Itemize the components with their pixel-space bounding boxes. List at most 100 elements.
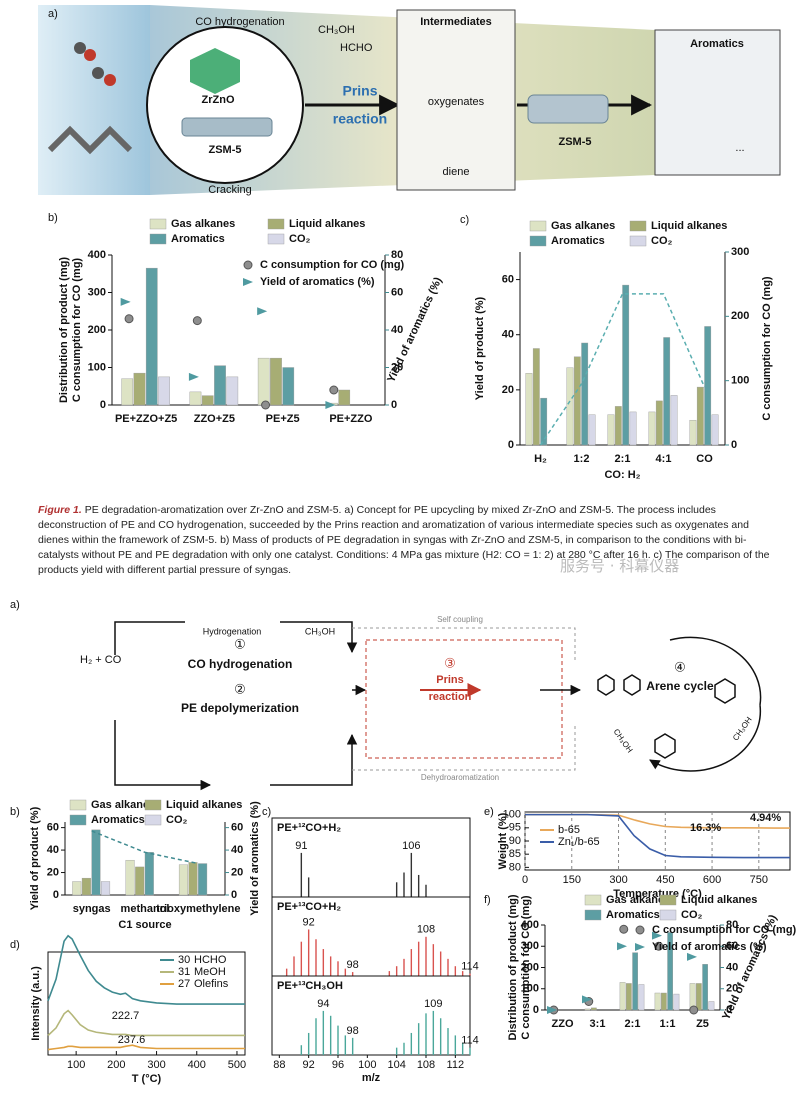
- plot-frame: [271, 975, 471, 1056]
- legend-swatch: [69, 799, 87, 811]
- bar: [654, 992, 661, 1011]
- series-line: [47, 1044, 245, 1051]
- legend-label: Liquid alkanes: [651, 220, 727, 232]
- bar: [135, 866, 145, 896]
- arrow-point: [687, 952, 697, 961]
- bar: [145, 267, 158, 406]
- legend-label: Liquid alkanes: [681, 894, 757, 906]
- point: [261, 400, 271, 410]
- y-tick-label: 200: [88, 324, 106, 336]
- scheme-text: ③: [444, 655, 456, 670]
- panel-label: b): [48, 212, 58, 224]
- caption: Figure 1. PE degradation-aromatization o…: [38, 503, 778, 578]
- x-tick-label: PE+ZZO: [329, 413, 373, 425]
- scheme-text: CH₃OH: [318, 24, 355, 36]
- zsm5-sheet: [527, 94, 609, 124]
- x-tick-label: 300: [609, 874, 627, 886]
- y2-tick-label: 20: [726, 983, 738, 995]
- x-tick-label: methanol: [121, 903, 170, 915]
- bar: [133, 372, 146, 406]
- y2-tick-label: 300: [731, 246, 749, 258]
- panel-label: f): [484, 894, 491, 906]
- bar: [632, 952, 639, 1011]
- legend-swatch: [635, 925, 645, 935]
- arrow-point: [547, 1006, 557, 1014]
- legend-label: CO₂: [651, 235, 673, 247]
- y2-axis-label: C consumption for CO (mg): [761, 276, 773, 421]
- legend-label: Aromatics: [606, 909, 660, 921]
- y2-tick-label: 80: [726, 919, 738, 931]
- bar: [91, 829, 101, 896]
- y2-tick-label: 0: [231, 889, 237, 901]
- scheme-text: CO hydrogenation: [195, 16, 284, 28]
- molecule: [84, 49, 96, 61]
- y-tick-label: 0: [508, 439, 514, 451]
- x-tick-label: H₂: [534, 453, 547, 465]
- peak-label: 106: [402, 840, 420, 852]
- bar: [198, 863, 208, 896]
- point: [124, 314, 134, 324]
- peak-label: 94: [317, 998, 329, 1010]
- y-axis-label: Weight (%): [497, 812, 509, 869]
- y-tick-label: 0: [100, 399, 106, 411]
- bar: [584, 1008, 591, 1011]
- bar: [81, 877, 91, 896]
- bar: [158, 376, 170, 406]
- peak-label: 108: [417, 924, 435, 936]
- panel-title: PE+¹³CH₃OH: [277, 980, 343, 992]
- bar: [188, 862, 198, 896]
- peak-label: 92: [303, 916, 315, 928]
- bar: [566, 367, 574, 446]
- legend-label: Liquid alkanes: [289, 218, 365, 230]
- scheme-text: Cracking: [208, 184, 251, 196]
- arrow-point: [325, 401, 336, 409]
- x-tick-label: 0: [522, 874, 528, 886]
- benzene: [623, 674, 641, 696]
- bar: [270, 357, 282, 406]
- peak-label: 98: [347, 959, 359, 971]
- bar: [125, 859, 135, 896]
- bar: [121, 378, 134, 406]
- x-tick-label: 1:1: [660, 1018, 676, 1030]
- x-tick-label: 4:1: [656, 453, 672, 465]
- legend-swatch: [243, 260, 253, 270]
- scheme-text: CH₃OH: [612, 727, 635, 754]
- peak-label: 222.7: [112, 1010, 140, 1022]
- scheme-text: reaction: [429, 691, 472, 703]
- legend-label: CO₂: [289, 233, 311, 245]
- series-line: [47, 1009, 245, 1037]
- legend-swatch: [69, 814, 87, 826]
- y-tick-label: 40: [47, 844, 59, 856]
- legend-swatch: [629, 235, 647, 247]
- legend-swatch: [584, 909, 602, 921]
- bar: [189, 391, 202, 406]
- legend-label: Yield of aromatics (%): [260, 276, 375, 288]
- legend-label: Yield of aromatics (%): [652, 941, 767, 953]
- series-line: [539, 293, 706, 446]
- legend-swatch: [635, 943, 645, 951]
- panel-title: PE+¹³CO+H₂: [277, 901, 341, 913]
- x-tick-label: 96: [332, 1059, 344, 1071]
- panel-label: c): [262, 806, 271, 818]
- y-axis-label: Yield of product (%): [474, 296, 486, 400]
- bar: [638, 984, 645, 1011]
- bar: [673, 993, 680, 1011]
- bar: [525, 373, 533, 446]
- bar: [338, 389, 351, 406]
- bar: [648, 411, 656, 446]
- bar: [607, 414, 615, 446]
- catalyst-circle: [146, 26, 304, 184]
- bar: [178, 864, 188, 896]
- x-tick-label: 108: [417, 1059, 435, 1071]
- scheme-text: Intermediates: [420, 16, 492, 28]
- arrow: [270, 733, 358, 786]
- peak-label: 91: [295, 840, 307, 852]
- x-tick-label: 2:1: [615, 453, 631, 465]
- bar: [581, 342, 589, 446]
- scheme-text: H₂ + CO: [80, 654, 122, 666]
- bar: [282, 367, 295, 406]
- benzene: [654, 733, 676, 759]
- bar: [573, 356, 581, 446]
- molecule: [74, 42, 86, 54]
- bar: [72, 881, 82, 896]
